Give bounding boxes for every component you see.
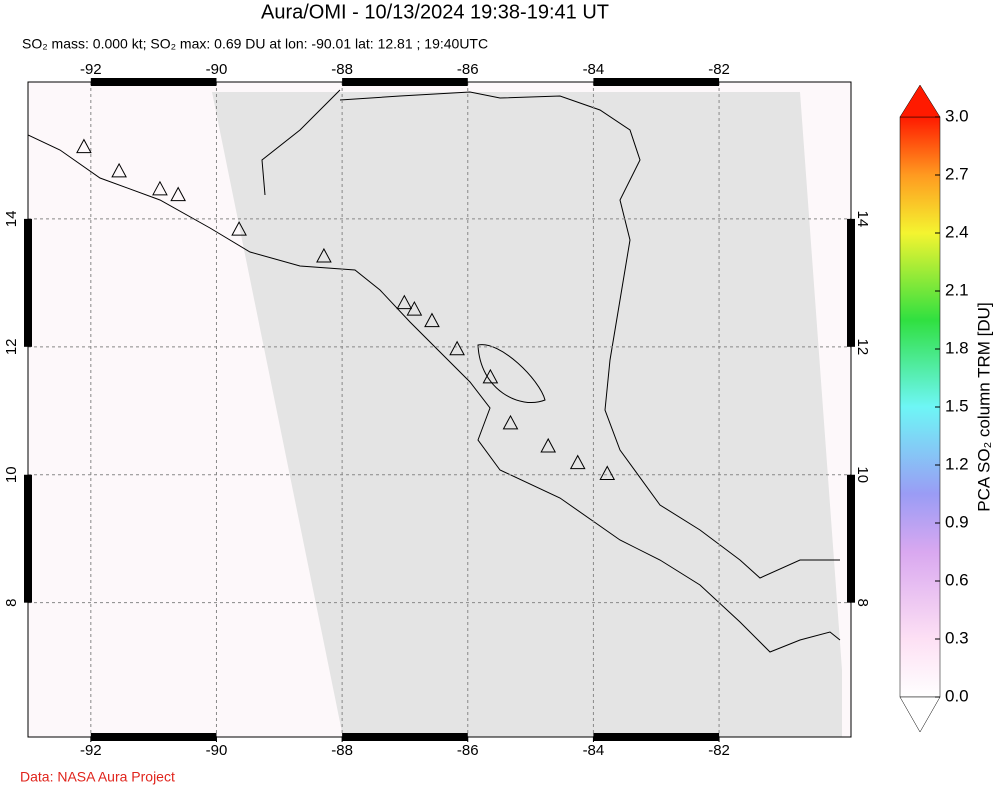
volcano-marker [406,301,423,316]
grid [28,82,851,737]
frame-segment [342,733,468,741]
volcano-marker [540,437,557,453]
x-tick-label-top: -86 [457,61,479,78]
y-tick-label-right: 10 [854,466,871,483]
y-tick-label-right: 8 [854,599,871,607]
colorbar-tick-label: 2.7 [945,164,969,183]
colorbar-tick-label: 2.1 [945,280,969,299]
colorbar-min-arrow [899,696,941,733]
volcano-marker [502,414,519,430]
frame-segment [593,78,720,86]
y-tick-label: 8 [3,599,20,607]
y-tick-label: 10 [3,466,20,483]
x-tick-label-top: -84 [583,61,605,78]
y-tick-label-right: 14 [854,211,871,228]
frame-segment [24,474,32,603]
x-tick-label-top: -90 [206,61,228,78]
volcano-marker [599,465,616,480]
map-area [28,82,851,737]
frame-segment [342,78,468,86]
colorbar [899,116,941,698]
x-tick-label: -90 [206,742,228,759]
volcano-marker [569,454,586,470]
volcano-marker [231,221,247,236]
frame-segment [847,474,855,603]
colorbar-tick-label: 1.5 [945,396,969,415]
colorbar-tick-label: 1.2 [945,454,969,473]
volcano-marker [170,186,186,202]
x-tick-label: -86 [457,742,479,759]
volcano-marker [111,162,127,178]
x-tick-label-top: -88 [331,61,353,78]
volcano-marker [449,340,465,356]
colorbar-tick-label: 0.6 [945,570,969,589]
volcano-marker [424,312,440,328]
volcano-marker [76,138,92,154]
volcano-marker [316,247,332,263]
title: Aura/OMI - 10/13/2024 19:38-19:41 UT [261,1,609,23]
volcano-marker [482,368,499,384]
y-tick-label-right: 12 [854,338,871,355]
colorbar-tick-label: 0.9 [945,512,969,531]
y-tick-label: 12 [3,338,20,355]
volcano-marker [396,294,413,310]
credit: Data: NASA Aura Project [20,769,175,785]
frame-segment [24,218,32,347]
x-tick-label: -92 [80,742,102,759]
y-tick-label: 14 [3,211,20,228]
frame-segment [90,733,217,741]
colorbar-max-arrow [899,84,941,118]
subtitle: SO₂ mass: 0.000 kt; SO₂ max: 0.69 DU at … [22,36,488,52]
x-tick-label: -82 [708,742,730,759]
x-tick-label-top: -92 [80,61,102,78]
volcano-marker [152,180,168,196]
colorbar-tick-label: 3.0 [945,106,969,125]
lake [477,344,546,404]
frame-segment [90,78,217,86]
colorbar-label: PCA SO₂ column TRM [DU] [974,302,993,511]
x-tick-label: -88 [331,742,353,759]
coastline [28,89,841,653]
frame-segment [847,218,855,347]
frame-segment [593,733,720,741]
colorbar-tick-label: 0.3 [945,628,969,647]
colorbar-tick-label: 2.4 [945,222,969,241]
x-tick-label: -84 [583,742,605,759]
colorbar-tick-label: 0.0 [945,686,969,705]
x-tick-label-top: -82 [708,61,730,78]
colorbar-tick-label: 1.8 [945,338,969,357]
